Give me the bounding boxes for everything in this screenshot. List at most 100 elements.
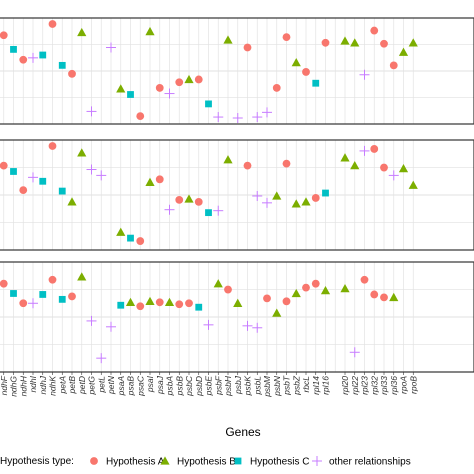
point-psbE-square: [205, 100, 212, 108]
point-ndhF-circle: [0, 161, 8, 170]
point-psbK-plus: [242, 320, 253, 331]
x-tick-label-rpoA: rpoA: [399, 376, 409, 394]
point-ndhJ-square: [39, 51, 47, 59]
point-rpl32-circle: [370, 26, 379, 35]
x-tick-label-psaA: psaA: [116, 376, 126, 397]
x-tick-label-psbA: psbA: [165, 376, 175, 397]
point-psbB-circle: [175, 196, 184, 204]
legend-item-square: Hypothesis C: [234, 457, 309, 468]
point-psaA-square: [117, 301, 125, 309]
point-petD-triangle: [77, 27, 87, 37]
x-tick-label-psbC: psbC: [184, 375, 194, 397]
x-tick-label-rpl36: rpl36: [389, 376, 399, 395]
x-axis-title: Genes: [225, 425, 260, 439]
point-rbcL-triangle: [301, 197, 311, 206]
point-rpl33-circle: [380, 293, 388, 302]
legend-key-plus: [312, 456, 322, 466]
x-tick-label-ndhK: ndhK: [48, 376, 58, 396]
x-tick-label-rbcL: rbcL: [301, 376, 311, 393]
point-psbM-plus: [262, 197, 272, 208]
point-rpl22-triangle: [350, 161, 360, 170]
point-rpl14-circle: [311, 194, 320, 202]
panel-2: [0, 139, 474, 251]
point-psbF-plus: [213, 112, 224, 123]
point-psbK-circle: [243, 43, 252, 52]
point-psaB-triangle: [125, 297, 136, 306]
point-psbH-circle: [224, 285, 232, 294]
point-rpl33-circle: [380, 163, 388, 172]
x-tick-label-psbJ: psbJ: [233, 375, 243, 395]
x-tick-label-rpl33: rpl33: [379, 376, 389, 395]
point-ndhG-square: [10, 45, 17, 53]
x-tick-label-psbM: psbM: [262, 375, 272, 398]
point-psbT-circle: [282, 297, 291, 306]
x-tick-label-ndhG: ndhG: [9, 376, 19, 397]
point-rpl36-plus: [388, 170, 399, 181]
point-psbL-plus: [252, 190, 263, 201]
point-psbH-triangle: [223, 155, 233, 164]
point-psbA-plus: [164, 204, 175, 215]
legend-label: Hypothesis C: [250, 457, 309, 468]
point-petG-plus: [86, 164, 97, 175]
point-rpl16-square: [322, 189, 329, 197]
x-tick-label-psbT: psbT: [282, 375, 292, 396]
point-psbN-circle: [272, 84, 281, 92]
x-tick-label-psbL: psbL: [252, 376, 262, 396]
x-tick-label-rpl22: rpl22: [350, 376, 360, 395]
point-petA-square: [58, 187, 66, 195]
x-tick-label-psaC: psaC: [135, 375, 145, 397]
point-ndhH-circle: [19, 55, 28, 64]
legend-item-plus: other relationships: [312, 456, 411, 468]
point-petG-plus: [86, 315, 97, 326]
panel-border: [0, 17, 474, 125]
point-rpl36-circle: [389, 61, 398, 70]
x-tick-label-ndhH: ndhH: [18, 375, 28, 396]
point-rpl22-plus: [349, 347, 360, 358]
point-rpl14-circle: [311, 279, 320, 288]
point-ndhH-circle: [19, 186, 28, 195]
point-petL-plus: [96, 353, 107, 364]
x-tick-label-rpl23: rpl23: [360, 376, 370, 395]
point-psbE-square: [205, 209, 212, 217]
point-psaC-circle: [136, 112, 145, 121]
point-psbC-circle: [185, 299, 193, 308]
x-tick-label-petD: petD: [77, 376, 87, 395]
point-rpoB-triangle: [408, 180, 418, 189]
point-ndhH-circle: [19, 299, 28, 308]
point-rpl36-triangle: [389, 292, 399, 302]
legend-key-triangle: [160, 456, 170, 465]
legend-key-square: [234, 457, 242, 465]
point-rpl32-circle: [370, 145, 379, 153]
point-rpoA-triangle: [398, 47, 409, 56]
point-petA-square: [58, 295, 66, 303]
point-ndhF-circle: [0, 279, 8, 288]
point-ndhJ-square: [39, 177, 47, 185]
legend-label: Hypothesis A: [106, 457, 165, 468]
point-rbcL-circle: [302, 68, 310, 76]
panel-border: [0, 139, 474, 251]
x-tick-label-psbZ: psbZ: [291, 375, 301, 396]
point-ndhI-plus: [28, 172, 38, 183]
point-psaI-triangle: [145, 26, 155, 36]
point-psaJ-circle: [155, 298, 164, 307]
point-psaJ-circle: [155, 84, 164, 92]
point-psaC-circle: [136, 302, 145, 311]
point-psbF-triangle: [213, 279, 223, 288]
point-rpl23-plus: [359, 145, 370, 156]
point-rpl22-triangle: [350, 38, 360, 47]
point-rpl23-circle: [360, 275, 369, 284]
point-psaB-square: [127, 234, 134, 242]
point-psbE-plus: [203, 319, 214, 330]
point-psbD-square: [195, 303, 203, 311]
point-rpl20-triangle: [340, 283, 350, 293]
point-psaA-triangle: [116, 227, 126, 236]
x-tick-label-petL: petL: [96, 376, 106, 394]
point-petD-triangle: [77, 272, 87, 281]
point-petB-circle: [68, 292, 76, 301]
point-rpl20-triangle: [340, 36, 350, 45]
point-psbF-plus: [213, 205, 224, 216]
point-psaI-triangle: [145, 296, 155, 305]
x-tick-label-ndhF: ndhF: [0, 375, 9, 395]
point-petN-plus: [106, 321, 116, 332]
